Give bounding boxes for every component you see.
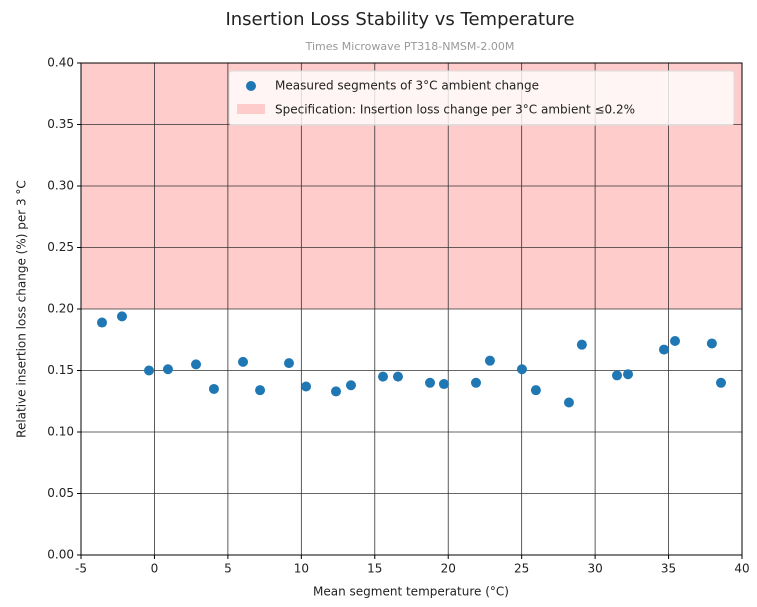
x-tick-label: -5 (75, 562, 87, 576)
x-tick-label: 25 (514, 562, 529, 576)
point (255, 385, 266, 396)
x-axis-label: Mean segment temperature (°C) (313, 585, 509, 599)
point (425, 377, 436, 388)
legend-box (228, 70, 735, 126)
point (438, 379, 449, 390)
y-tick-label: 0.00 (47, 548, 74, 562)
point (97, 317, 108, 328)
y-tick-label: 0.35 (47, 117, 74, 131)
legend-label: Specification: Insertion loss change per… (275, 103, 635, 117)
x-tick-label: 40 (734, 562, 749, 576)
chart-subtitle: Times Microwave PT318-NMSM-2.00M (305, 40, 515, 53)
point (470, 377, 481, 388)
y-tick-label: 0.40 (47, 56, 74, 70)
point (301, 381, 312, 392)
x-tick-label: 10 (294, 562, 309, 576)
point (530, 385, 541, 396)
y-tick-label: 0.30 (47, 179, 74, 193)
point (378, 371, 389, 382)
point (576, 339, 587, 350)
point (659, 344, 670, 355)
y-tick-label: 0.15 (47, 363, 74, 377)
point (345, 380, 356, 391)
y-tick-label: 0.20 (47, 302, 74, 316)
plot-frame (80, 62, 743, 556)
point (623, 369, 634, 380)
x-tick-label: 5 (224, 562, 232, 576)
point (516, 364, 527, 375)
point (715, 377, 726, 388)
legend-swatch (237, 104, 265, 114)
point (162, 364, 173, 375)
x-tick-label: 20 (441, 562, 456, 576)
point (484, 355, 495, 366)
point (208, 383, 219, 394)
point (670, 335, 681, 346)
x-tick-label: 15 (367, 562, 382, 576)
x-tick-label: 0 (151, 562, 159, 576)
point (283, 358, 294, 369)
point (330, 386, 341, 397)
chart-title: Insertion Loss Stability vs Temperature (225, 9, 574, 30)
point (191, 359, 202, 370)
legend-marker (246, 81, 256, 91)
point (144, 365, 155, 376)
y-tick-label: 0.10 (47, 425, 74, 439)
point (392, 371, 403, 382)
point (563, 397, 574, 408)
point (238, 356, 249, 367)
point (611, 370, 622, 381)
point (706, 338, 717, 349)
y-axis-label: Relative insertion loss change (%) per 3… (15, 180, 29, 438)
y-tick-label: 0.05 (47, 486, 74, 500)
x-tick-label: 35 (661, 562, 676, 576)
x-tick-label: 30 (587, 562, 602, 576)
legend-label: Measured segments of 3°C ambient change (275, 79, 539, 93)
point (116, 311, 127, 322)
y-tick-label: 0.25 (47, 240, 74, 254)
